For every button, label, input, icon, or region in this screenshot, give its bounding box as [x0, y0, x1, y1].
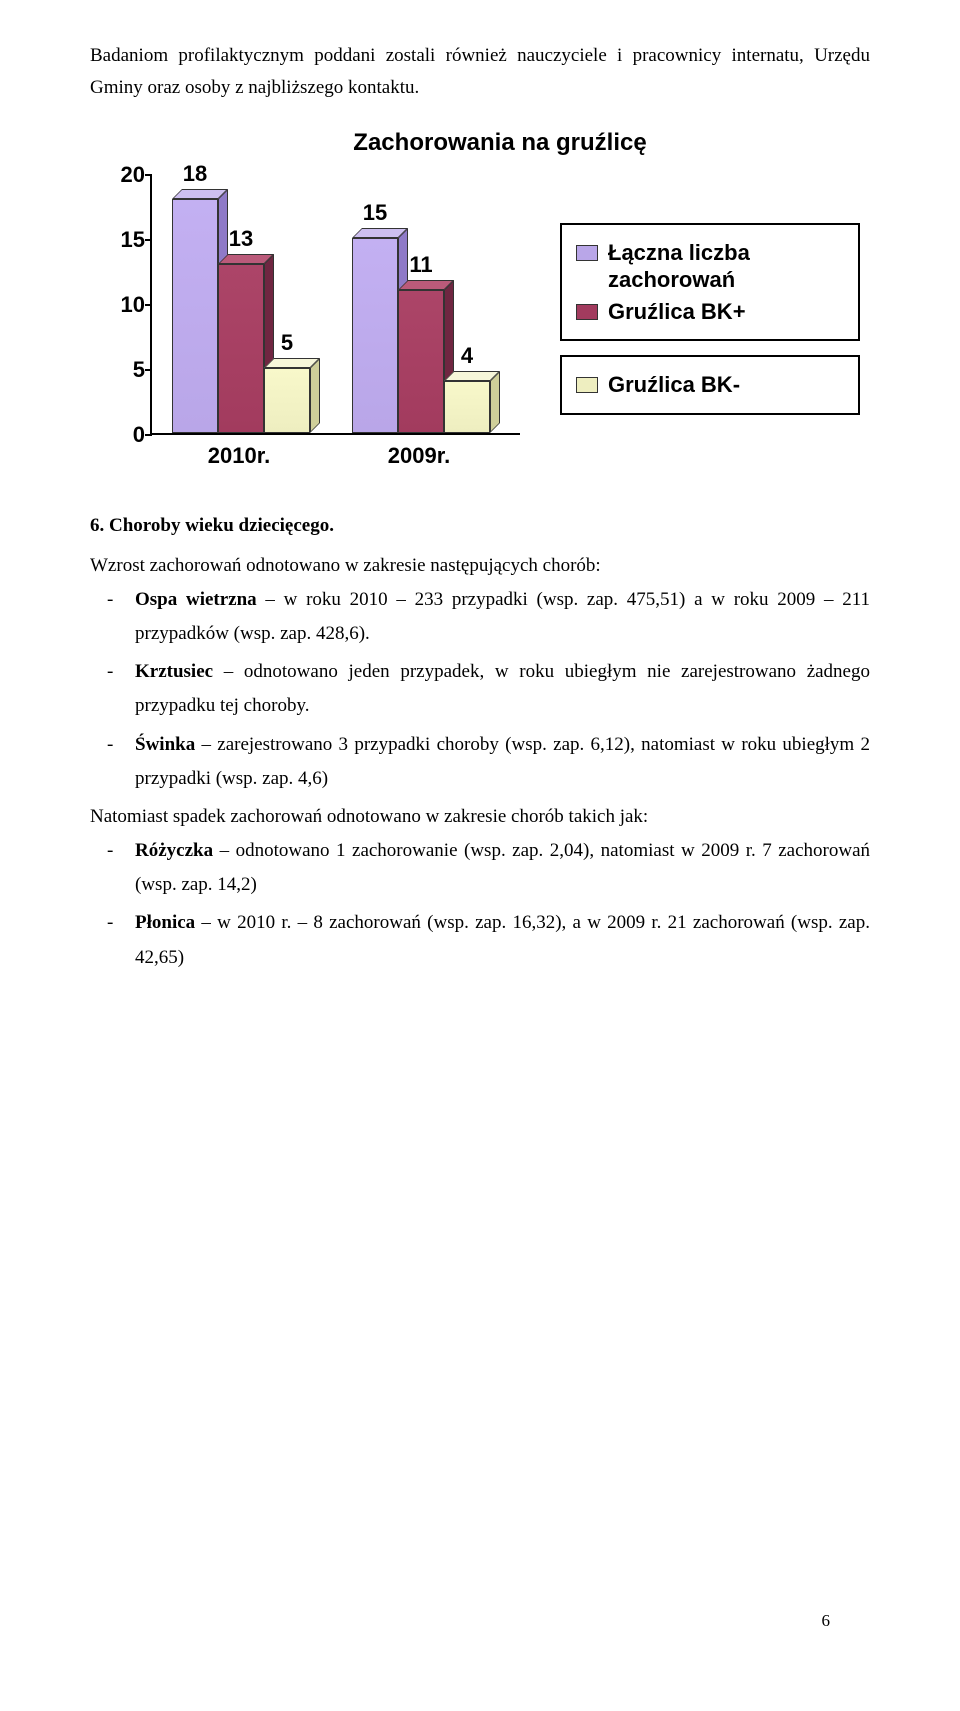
chart-title: Zachorowania na gruźlicę [130, 129, 870, 157]
disease-name: Świnka [135, 734, 195, 755]
fall-intro: Natomiast spadek zachorowań odnotowano w… [90, 800, 870, 834]
y-tick-label: 15 [90, 227, 145, 253]
disease-fall-list: Różyczka – odnotowano 1 zachorowanie (ws… [90, 834, 870, 975]
legend-item: Gruźlica BK+ [576, 298, 844, 326]
disease-rise-list: Ospa wietrzna – w roku 2010 – 233 przypa… [90, 583, 870, 796]
legend-block: Gruźlica BK- [560, 355, 860, 415]
list-item: Krztusiec – odnotowano jeden przypadek, … [135, 655, 870, 723]
bar-value-label: 18 [183, 161, 207, 187]
section-intro: Wzrost zachorowań odnotowano w zakresie … [90, 549, 870, 583]
bar-value-label: 4 [461, 343, 473, 369]
disease-detail: – w 2010 r. – 8 zachorowań (wsp. zap. 16… [135, 912, 870, 967]
legend-swatch [576, 377, 598, 393]
list-item: Świnka – zarejestrowano 3 przypadki chor… [135, 728, 870, 796]
legend-swatch [576, 245, 598, 261]
legend-item: Łączna liczba zachorowań [576, 239, 844, 294]
section-heading: 6. Choroby wieku dziecięcego. [90, 515, 870, 537]
page-number: 6 [822, 1611, 831, 1631]
legend-swatch [576, 304, 598, 320]
y-tick-label: 10 [90, 292, 145, 318]
legend-label: Gruźlica BK- [608, 371, 740, 399]
disease-detail: – zarejestrowano 3 przypadki choroby (ws… [135, 734, 870, 789]
x-tick-label: 2010r. [159, 443, 319, 469]
list-item: Płonica – w 2010 r. – 8 zachorowań (wsp.… [135, 906, 870, 974]
bar: 18 [172, 199, 218, 433]
bar: 4 [444, 381, 490, 433]
y-tick-label: 5 [90, 357, 145, 383]
y-tick-label: 0 [90, 422, 145, 448]
disease-name: Płonica [135, 912, 195, 933]
bar-group: 15114 [352, 238, 490, 433]
disease-name: Różyczka [135, 840, 213, 861]
legend-label: Gruźlica BK+ [608, 298, 746, 326]
bar-chart: 1813515114 051015202010r.2009r. [90, 175, 520, 475]
disease-name: Ospa wietrzna [135, 589, 257, 610]
legend-block: Łączna liczba zachorowań Gruźlica BK+ [560, 223, 860, 342]
bar-value-label: 13 [229, 226, 253, 252]
bar: 5 [264, 368, 310, 433]
intro-paragraph: Badaniom profilaktycznym poddani zostali… [90, 40, 870, 105]
legend-label: Łączna liczba zachorowań [608, 239, 844, 294]
list-item: Różyczka – odnotowano 1 zachorowanie (ws… [135, 834, 870, 902]
disease-detail: – odnotowano jeden przypadek, w roku ubi… [135, 661, 870, 716]
bar: 13 [218, 264, 264, 433]
disease-detail: – odnotowano 1 zachorowanie (wsp. zap. 2… [135, 840, 870, 895]
legend-item: Gruźlica BK- [576, 371, 844, 399]
disease-name: Krztusiec [135, 661, 213, 682]
chart-container: Zachorowania na gruźlicę 1813515114 0510… [90, 129, 870, 475]
legend: Łączna liczba zachorowań Gruźlica BK+ Gru… [560, 223, 860, 429]
bar: 11 [398, 290, 444, 433]
bar-group: 18135 [172, 199, 310, 433]
bar: 15 [352, 238, 398, 433]
list-item: Ospa wietrzna – w roku 2010 – 233 przypa… [135, 583, 870, 651]
y-tick-label: 20 [90, 162, 145, 188]
bar-value-label: 11 [409, 252, 432, 278]
bar-value-label: 15 [363, 200, 387, 226]
x-tick-label: 2009r. [339, 443, 499, 469]
bar-value-label: 5 [281, 330, 293, 356]
